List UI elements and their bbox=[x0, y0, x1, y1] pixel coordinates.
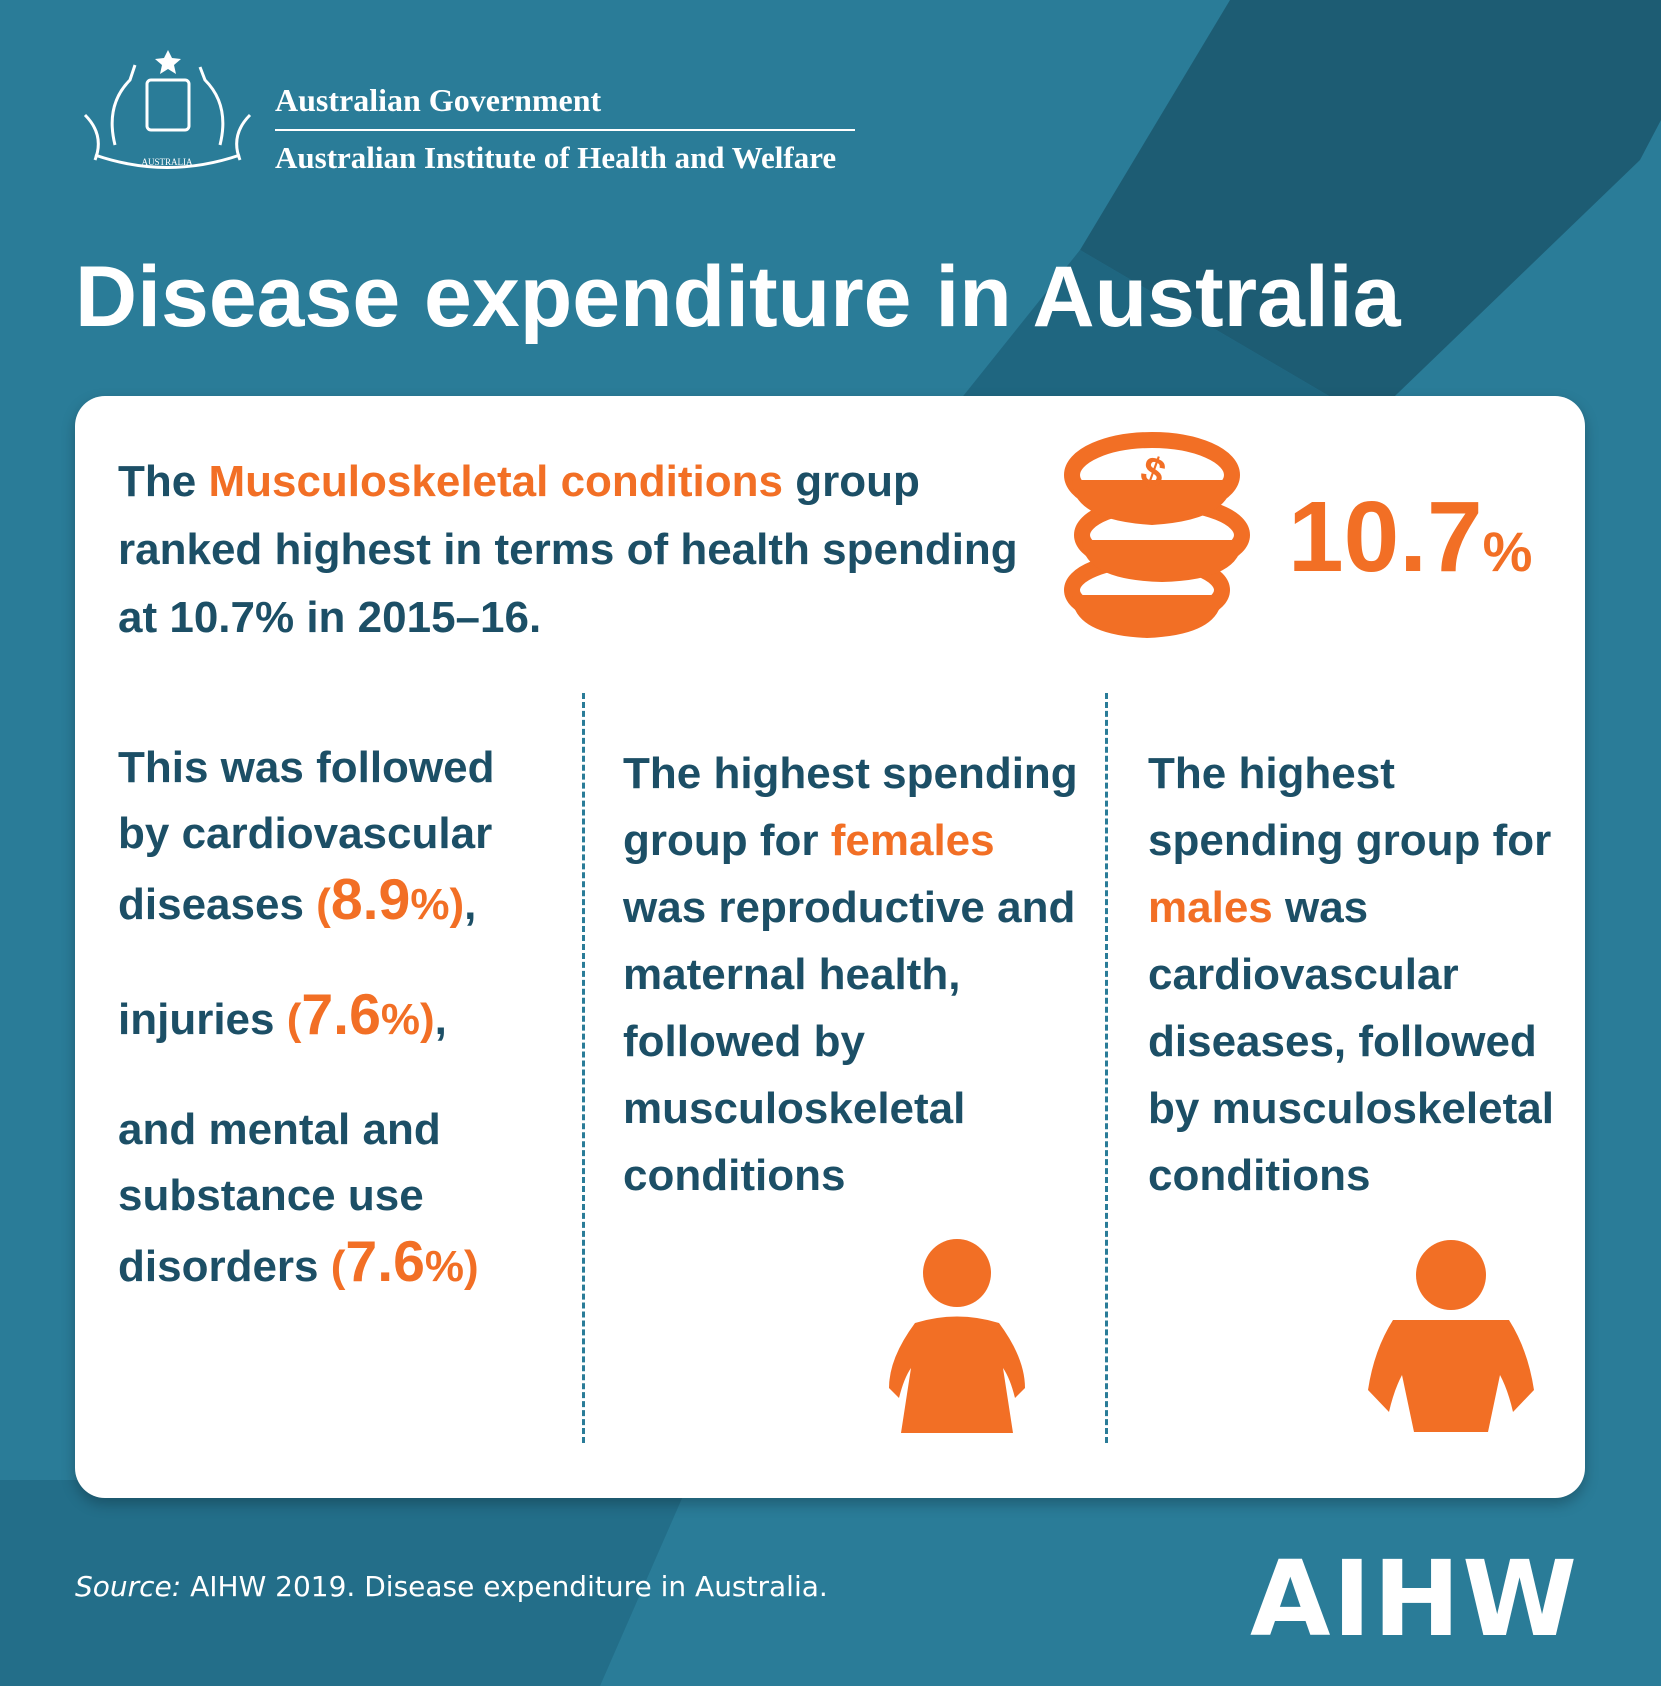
separator bbox=[582, 693, 585, 1443]
column: The highest spending group for females w… bbox=[623, 740, 1083, 1253]
shape bbox=[1080, 0, 1661, 420]
highlight: ( bbox=[330, 1242, 346, 1291]
highlight: % bbox=[410, 880, 450, 929]
text: The bbox=[118, 457, 209, 506]
highlight: females bbox=[830, 816, 995, 865]
highlight: ) bbox=[464, 1242, 479, 1291]
text: , bbox=[464, 880, 477, 929]
highlight: 7.6 bbox=[345, 1230, 425, 1294]
stat-unit: % bbox=[1482, 520, 1533, 583]
text: The highest spending group for bbox=[1148, 749, 1552, 865]
coins-icon: $ bbox=[1064, 432, 1250, 638]
source-label: Source: bbox=[75, 1570, 182, 1603]
paragraph: The Musculoskeletal conditions group ran… bbox=[118, 448, 1048, 652]
paragraph: and mental and substance use disorders (… bbox=[118, 1097, 558, 1300]
headline: The Musculoskeletal conditions group ran… bbox=[118, 448, 1048, 652]
card bbox=[75, 396, 1585, 1498]
highlight: males bbox=[1148, 883, 1273, 932]
crest: AUSTRALIA bbox=[83, 50, 252, 169]
text: was cardiovascular diseases, followed by… bbox=[1148, 883, 1554, 1200]
column: The highest spending group for males was… bbox=[1148, 740, 1568, 1253]
headline-stat: 10.7% bbox=[1288, 480, 1532, 595]
text: and mental and substance use disorders bbox=[118, 1105, 441, 1291]
highlight: % bbox=[424, 1242, 465, 1291]
text: injuries bbox=[118, 995, 287, 1044]
text: group ranked highest in terms of health … bbox=[118, 457, 1018, 642]
highlight: ( bbox=[286, 995, 302, 1044]
title: Disease expenditure in Australia bbox=[75, 249, 1401, 345]
paragraph: This was followed by cardiovascular dise… bbox=[118, 735, 558, 938]
text: , bbox=[434, 995, 447, 1044]
shape bbox=[0, 1480, 690, 1686]
column: This was followed by cardiovascular dise… bbox=[118, 735, 558, 1344]
paragraph: injuries (7.6%), bbox=[118, 982, 558, 1053]
text: The highest spending group for bbox=[623, 749, 1078, 865]
highlight: 8.9 bbox=[330, 868, 411, 932]
crest-label: AUSTRALIA bbox=[142, 157, 193, 167]
highlight: ) bbox=[420, 995, 435, 1044]
highlight: 7.6 bbox=[301, 983, 381, 1047]
aihw-logo: AIHW bbox=[1250, 1538, 1579, 1660]
highlight: ( bbox=[316, 880, 331, 929]
stat-value: 10.7 bbox=[1288, 481, 1483, 593]
source-text: AIHW 2019. Disease expenditure in Austra… bbox=[181, 1570, 828, 1603]
text: was reproductive and maternal health, fo… bbox=[623, 883, 1076, 1200]
paragraph: The highest spending group for females w… bbox=[623, 740, 1083, 1209]
text: This was followed by cardiovascular dise… bbox=[118, 743, 495, 929]
highlight: ) bbox=[449, 880, 465, 929]
highlight: Musculoskeletal conditions bbox=[208, 457, 784, 506]
government-name: Australian Government bbox=[275, 82, 602, 118]
highlight: % bbox=[380, 995, 420, 1044]
source: Source: AIHW 2019. Disease expenditure i… bbox=[75, 1570, 828, 1603]
separator bbox=[1105, 693, 1108, 1443]
institute-name: Australian Institute of Health and Welfa… bbox=[275, 140, 837, 175]
male-icon bbox=[1368, 1240, 1534, 1432]
divider bbox=[275, 129, 855, 131]
female-icon bbox=[889, 1239, 1025, 1433]
paragraph: The highest spending group for males was… bbox=[1148, 740, 1568, 1209]
